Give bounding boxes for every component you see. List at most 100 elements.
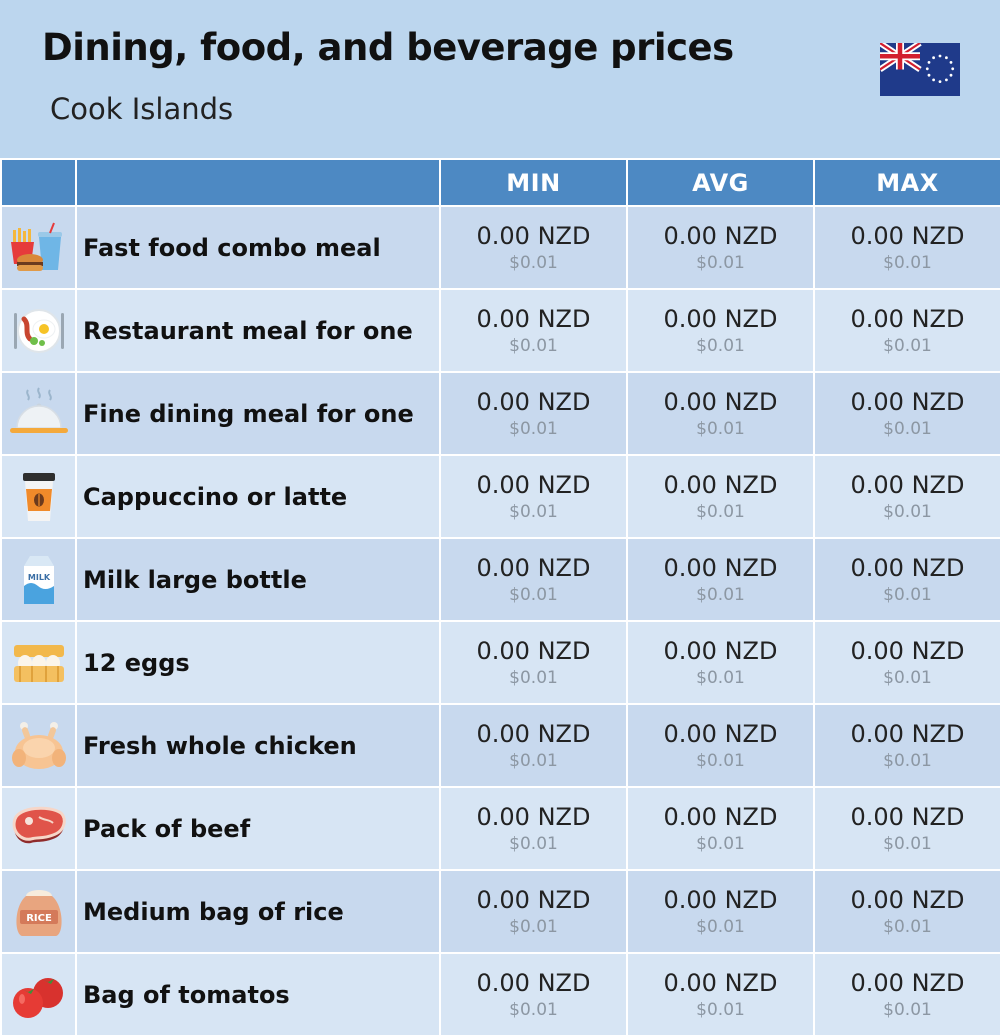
max-price: 0.00 NZD $0.01 — [813, 454, 1000, 539]
max-price-local: 0.00 NZD — [850, 636, 965, 665]
avg-price-local: 0.00 NZD — [663, 221, 778, 250]
avg-price: 0.00 NZD $0.01 — [626, 205, 815, 290]
milk-carton-icon: MILK — [23, 555, 54, 604]
avg-price: 0.00 NZD $0.01 — [626, 952, 815, 1035]
avg-price-usd: $0.01 — [696, 335, 745, 356]
table-row: Fast food combo meal 0.00 NZD $0.01 0.00 … — [0, 205, 1000, 290]
avg-price-usd: $0.01 — [696, 667, 745, 688]
min-price-local: 0.00 NZD — [476, 221, 591, 250]
header-min: MIN — [439, 158, 628, 207]
max-price-local: 0.00 NZD — [850, 553, 965, 582]
coffee-cup-icon — [22, 472, 55, 521]
restaurant-meal-icon — [13, 308, 64, 353]
max-price-usd: $0.01 — [883, 418, 932, 439]
max-price-local: 0.00 NZD — [850, 968, 965, 997]
max-price-local: 0.00 NZD — [850, 719, 965, 748]
min-price-local: 0.00 NZD — [476, 885, 591, 914]
max-price: 0.00 NZD $0.01 — [813, 288, 1000, 373]
avg-price-usd: $0.01 — [696, 252, 745, 273]
max-price-usd: $0.01 — [883, 501, 932, 522]
table-row: Fresh whole chicken 0.00 NZD $0.01 0.00 N… — [0, 703, 1000, 788]
avg-price-local: 0.00 NZD — [663, 387, 778, 416]
min-price: 0.00 NZD $0.01 — [439, 371, 628, 456]
min-price: 0.00 NZD $0.01 — [439, 620, 628, 705]
fast-food-icon — [10, 222, 62, 271]
min-price-local: 0.00 NZD — [476, 719, 591, 748]
table-row: RICE Medium bag of rice 0.00 NZD $0.01 0.… — [0, 869, 1000, 954]
max-price-usd: $0.01 — [883, 833, 932, 854]
min-price: 0.00 NZD $0.01 — [439, 205, 628, 290]
price-table: MIN AVG MAX Fast food combo me — [0, 158, 1000, 1035]
max-price: 0.00 NZD $0.01 — [813, 371, 1000, 456]
table-row: Cappuccino or latte 0.00 NZD $0.01 0.00 N… — [0, 454, 1000, 539]
max-price-local: 0.00 NZD — [850, 885, 965, 914]
max-price-usd: $0.01 — [883, 916, 932, 937]
cook-islands-flag-icon — [880, 43, 960, 96]
min-price: 0.00 NZD $0.01 — [439, 952, 628, 1035]
avg-price: 0.00 NZD $0.01 — [626, 371, 815, 456]
max-price: 0.00 NZD $0.01 — [813, 703, 1000, 788]
min-price-local: 0.00 NZD — [476, 636, 591, 665]
min-price: 0.00 NZD $0.01 — [439, 537, 628, 622]
min-price-usd: $0.01 — [509, 584, 558, 605]
item-label: Cappuccino or latte — [75, 454, 441, 539]
min-price-usd: $0.01 — [509, 335, 558, 356]
item-label: Fine dining meal for one — [75, 371, 441, 456]
avg-price-usd: $0.01 — [696, 584, 745, 605]
avg-price-usd: $0.01 — [696, 999, 745, 1020]
avg-price-usd: $0.01 — [696, 833, 745, 854]
item-label: Milk large bottle — [75, 537, 441, 622]
min-price: 0.00 NZD $0.01 — [439, 288, 628, 373]
max-price-local: 0.00 NZD — [850, 304, 965, 333]
avg-price: 0.00 NZD $0.01 — [626, 869, 815, 954]
avg-price-usd: $0.01 — [696, 418, 745, 439]
min-price-usd: $0.01 — [509, 667, 558, 688]
max-price: 0.00 NZD $0.01 — [813, 952, 1000, 1035]
country-name: Cook Islands — [50, 92, 234, 126]
table-row: Pack of beef 0.00 NZD $0.01 0.00 NZD $0.01… — [0, 786, 1000, 871]
rice-label: RICE — [26, 913, 52, 924]
table-row: Bag of tomatos 0.00 NZD $0.01 0.00 NZD $0.… — [0, 952, 1000, 1035]
max-price: 0.00 NZD $0.01 — [813, 786, 1000, 871]
item-label: Pack of beef — [75, 786, 441, 871]
min-price-local: 0.00 NZD — [476, 802, 591, 831]
avg-price-local: 0.00 NZD — [663, 719, 778, 748]
header-item-col — [75, 158, 441, 207]
max-price: 0.00 NZD $0.01 — [813, 620, 1000, 705]
min-price: 0.00 NZD $0.01 — [439, 869, 628, 954]
min-price-usd: $0.01 — [509, 418, 558, 439]
avg-price-local: 0.00 NZD — [663, 470, 778, 499]
header-max: MAX — [813, 158, 1000, 207]
rice-bag-icon: RICE — [15, 889, 62, 936]
item-label: 12 eggs — [75, 620, 441, 705]
tomatoes-icon — [12, 977, 63, 1018]
table-row: Restaurant meal for one 0.00 NZD $0.01 0.… — [0, 288, 1000, 373]
table-row: MILK Milk large bottle 0.00 NZD $0.01 0.0… — [0, 537, 1000, 622]
avg-price-usd: $0.01 — [696, 750, 745, 771]
avg-price-local: 0.00 NZD — [663, 968, 778, 997]
avg-price-local: 0.00 NZD — [663, 885, 778, 914]
max-price-usd: $0.01 — [883, 335, 932, 356]
avg-price: 0.00 NZD $0.01 — [626, 288, 815, 373]
min-price-usd: $0.01 — [509, 750, 558, 771]
max-price: 0.00 NZD $0.01 — [813, 537, 1000, 622]
min-price-usd: $0.01 — [509, 501, 558, 522]
item-label: Bag of tomatos — [75, 952, 441, 1035]
fine-dining-cloche-icon — [9, 386, 68, 433]
egg-carton-icon — [13, 644, 64, 682]
table-row: Fine dining meal for one 0.00 NZD $0.01 0… — [0, 371, 1000, 456]
header-avg: AVG — [626, 158, 815, 207]
avg-price-usd: $0.01 — [696, 916, 745, 937]
min-price-local: 0.00 NZD — [476, 470, 591, 499]
avg-price: 0.00 NZD $0.01 — [626, 537, 815, 622]
avg-price: 0.00 NZD $0.01 — [626, 786, 815, 871]
min-price: 0.00 NZD $0.01 — [439, 786, 628, 871]
avg-price: 0.00 NZD $0.01 — [626, 620, 815, 705]
max-price: 0.00 NZD $0.01 — [813, 205, 1000, 290]
min-price-local: 0.00 NZD — [476, 387, 591, 416]
min-price-local: 0.00 NZD — [476, 304, 591, 333]
item-label: Medium bag of rice — [75, 869, 441, 954]
page-header: Dining, food, and beverage prices Cook I… — [0, 0, 1000, 158]
milk-label: MILK — [27, 573, 50, 582]
avg-price: 0.00 NZD $0.01 — [626, 703, 815, 788]
